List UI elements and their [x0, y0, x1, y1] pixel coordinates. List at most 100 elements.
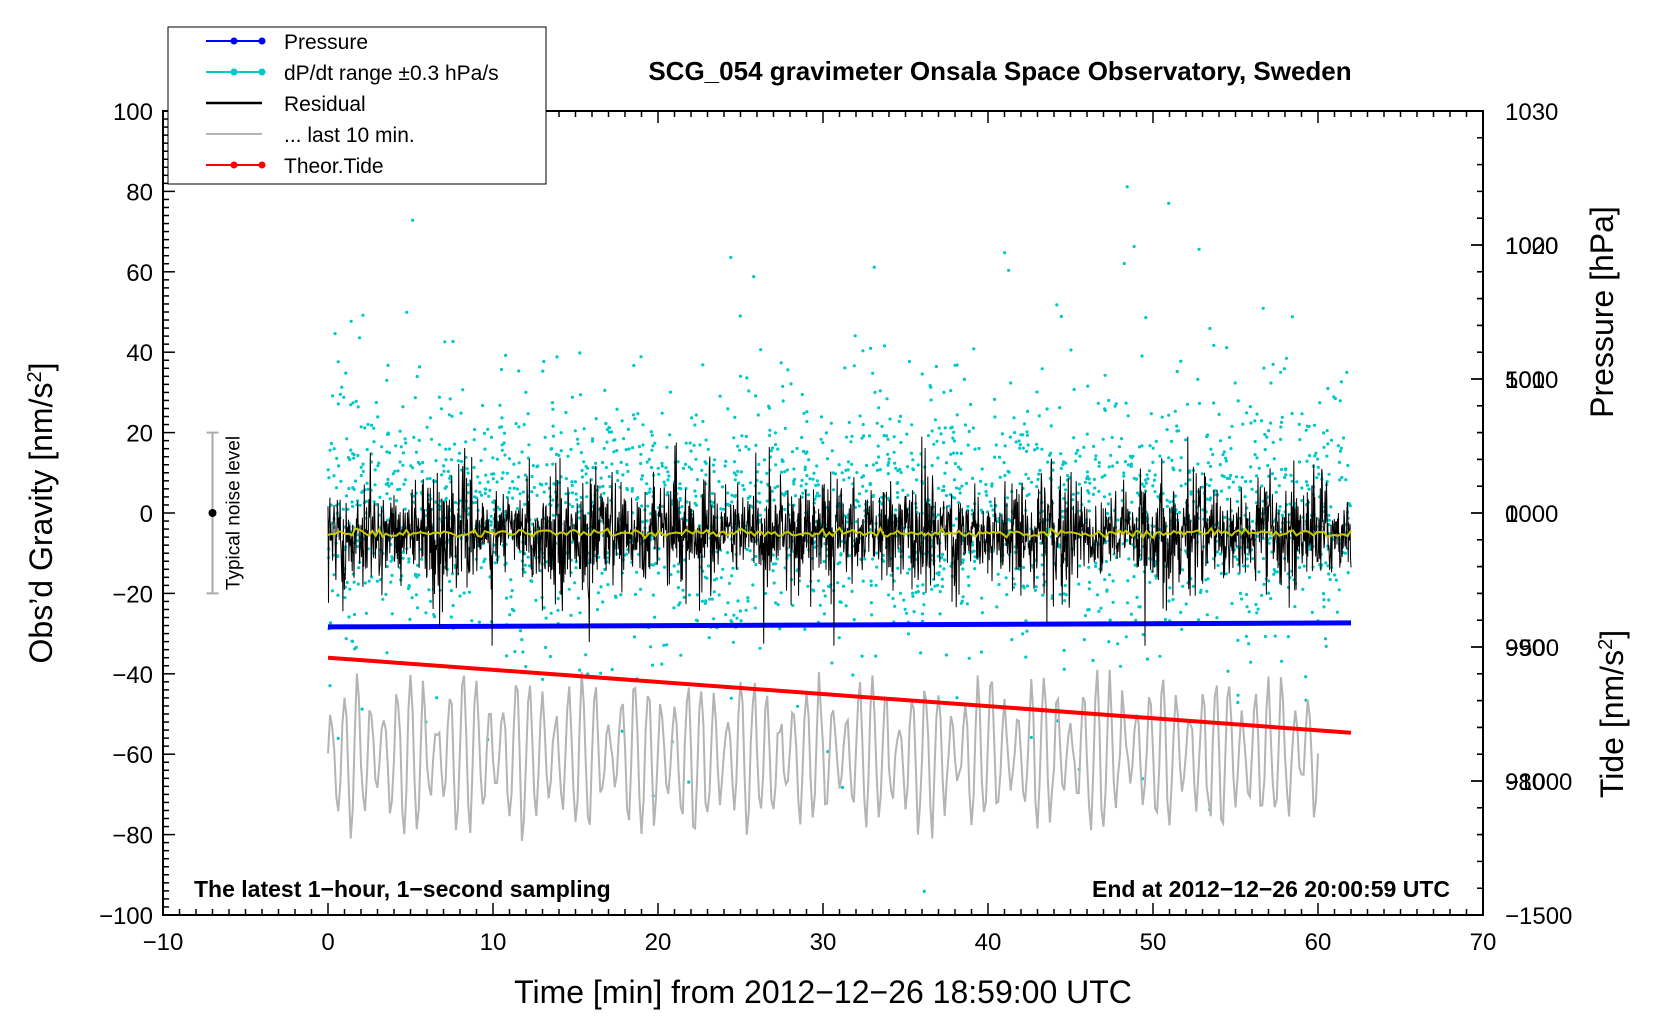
dpdt-point [695, 478, 700, 482]
dpdt-point [941, 553, 945, 557]
dpdt-point [731, 640, 736, 644]
dpdt-point [876, 455, 881, 459]
dpdt-point [329, 441, 333, 446]
dpdt-point [1271, 440, 1275, 444]
dpdt-point [524, 390, 528, 394]
dpdt-point [401, 463, 405, 467]
dpdt-point [965, 602, 969, 606]
dpdt-point [515, 507, 520, 511]
dpdt-point [864, 489, 868, 493]
dpdt-point [341, 507, 345, 511]
dpdt-point [1225, 497, 1229, 501]
dpdt-point [385, 492, 389, 496]
dpdt-point [1288, 502, 1292, 506]
dpdt-point [713, 458, 717, 462]
dpdt-point [1269, 421, 1273, 425]
dpdt-point [1340, 475, 1344, 480]
dpdt-point [1219, 552, 1223, 556]
dpdt-point [639, 355, 643, 359]
dpdt-point [915, 478, 919, 482]
dpdt-point [838, 600, 842, 604]
dpdt-point [676, 570, 680, 574]
dpdt-point [896, 495, 900, 499]
noise-level-label: Typical noise level [224, 436, 245, 590]
dpdt-point [556, 608, 560, 613]
dpdt-point [678, 482, 682, 486]
dpdt-point [789, 382, 793, 386]
dpdt-point [979, 650, 984, 654]
dpdt-point [736, 469, 740, 473]
dpdt-point [882, 344, 887, 348]
dpdt-point [776, 484, 780, 488]
dpdt-point [726, 601, 730, 605]
dpdt-point [905, 432, 909, 436]
dpdt-point [483, 487, 487, 491]
dpdt-point [712, 469, 716, 474]
dpdt-point [1280, 659, 1284, 663]
dpdt-point [489, 514, 493, 518]
dpdt-point [403, 507, 407, 511]
dpdt-point [1266, 464, 1270, 468]
dpdt-point [556, 596, 560, 601]
dpdt-point [338, 392, 342, 396]
dpdt-point [1335, 610, 1339, 614]
dpdt-point [1087, 587, 1091, 591]
dpdt-point [989, 504, 993, 508]
dpdt-point [970, 543, 975, 547]
dpdt-point [1181, 568, 1185, 572]
dpdt-point [758, 646, 762, 650]
dpdt-point [739, 619, 743, 623]
dpdt-point [1339, 380, 1343, 384]
dpdt-point [359, 425, 363, 429]
dpdt-point [825, 457, 830, 461]
dpdt-point [1009, 381, 1013, 385]
dpdt-point [512, 609, 516, 613]
dpdt-point [914, 590, 918, 595]
dpdt-point [776, 447, 780, 451]
dpdt-point [710, 597, 714, 601]
dpdt-point [415, 374, 419, 379]
dpdt-point [632, 363, 636, 368]
dpdt-point [1173, 409, 1177, 413]
dpdt-point [534, 598, 538, 603]
dpdt-point [573, 581, 577, 585]
dpdt-point [1212, 401, 1216, 405]
dpdt-point [1297, 460, 1302, 464]
dpdt-point [378, 578, 383, 582]
dpdt-point [906, 493, 910, 497]
dpdt-point [664, 466, 668, 470]
dpdt-point [601, 460, 605, 465]
dpdt-point [905, 465, 910, 469]
dpdt-point [1111, 579, 1115, 583]
dpdt-point [536, 464, 540, 468]
dpdt-point [738, 609, 743, 613]
dpdt-point [901, 488, 905, 492]
dpdt-point [570, 540, 575, 544]
dpdt-point [899, 414, 903, 418]
dpdt-point [551, 434, 556, 438]
dpdt-point [904, 611, 909, 615]
dpdt-point [984, 482, 988, 487]
dpdt-point [1121, 542, 1125, 546]
dpdt-point [329, 621, 333, 625]
dpdt-point [504, 353, 508, 357]
dpdt-point [1034, 585, 1038, 589]
dpdt-point [521, 490, 525, 494]
tide-line [327, 655, 1352, 735]
x-tick-label: 60 [1305, 929, 1332, 956]
dpdt-point [551, 498, 555, 502]
dpdt-point [807, 458, 811, 462]
dpdt-point [352, 453, 356, 457]
dpdt-point [969, 402, 973, 407]
dpdt-point [573, 480, 578, 484]
dpdt-point [1096, 401, 1100, 405]
dpdt-point [934, 364, 939, 369]
dpdt-point [365, 447, 369, 452]
dpdt-point [1006, 469, 1010, 473]
dpdt-point [582, 427, 586, 431]
dpdt-point [554, 452, 559, 456]
dpdt-point [412, 435, 416, 439]
dpdt-point [817, 579, 821, 583]
dpdt-point [966, 575, 970, 579]
